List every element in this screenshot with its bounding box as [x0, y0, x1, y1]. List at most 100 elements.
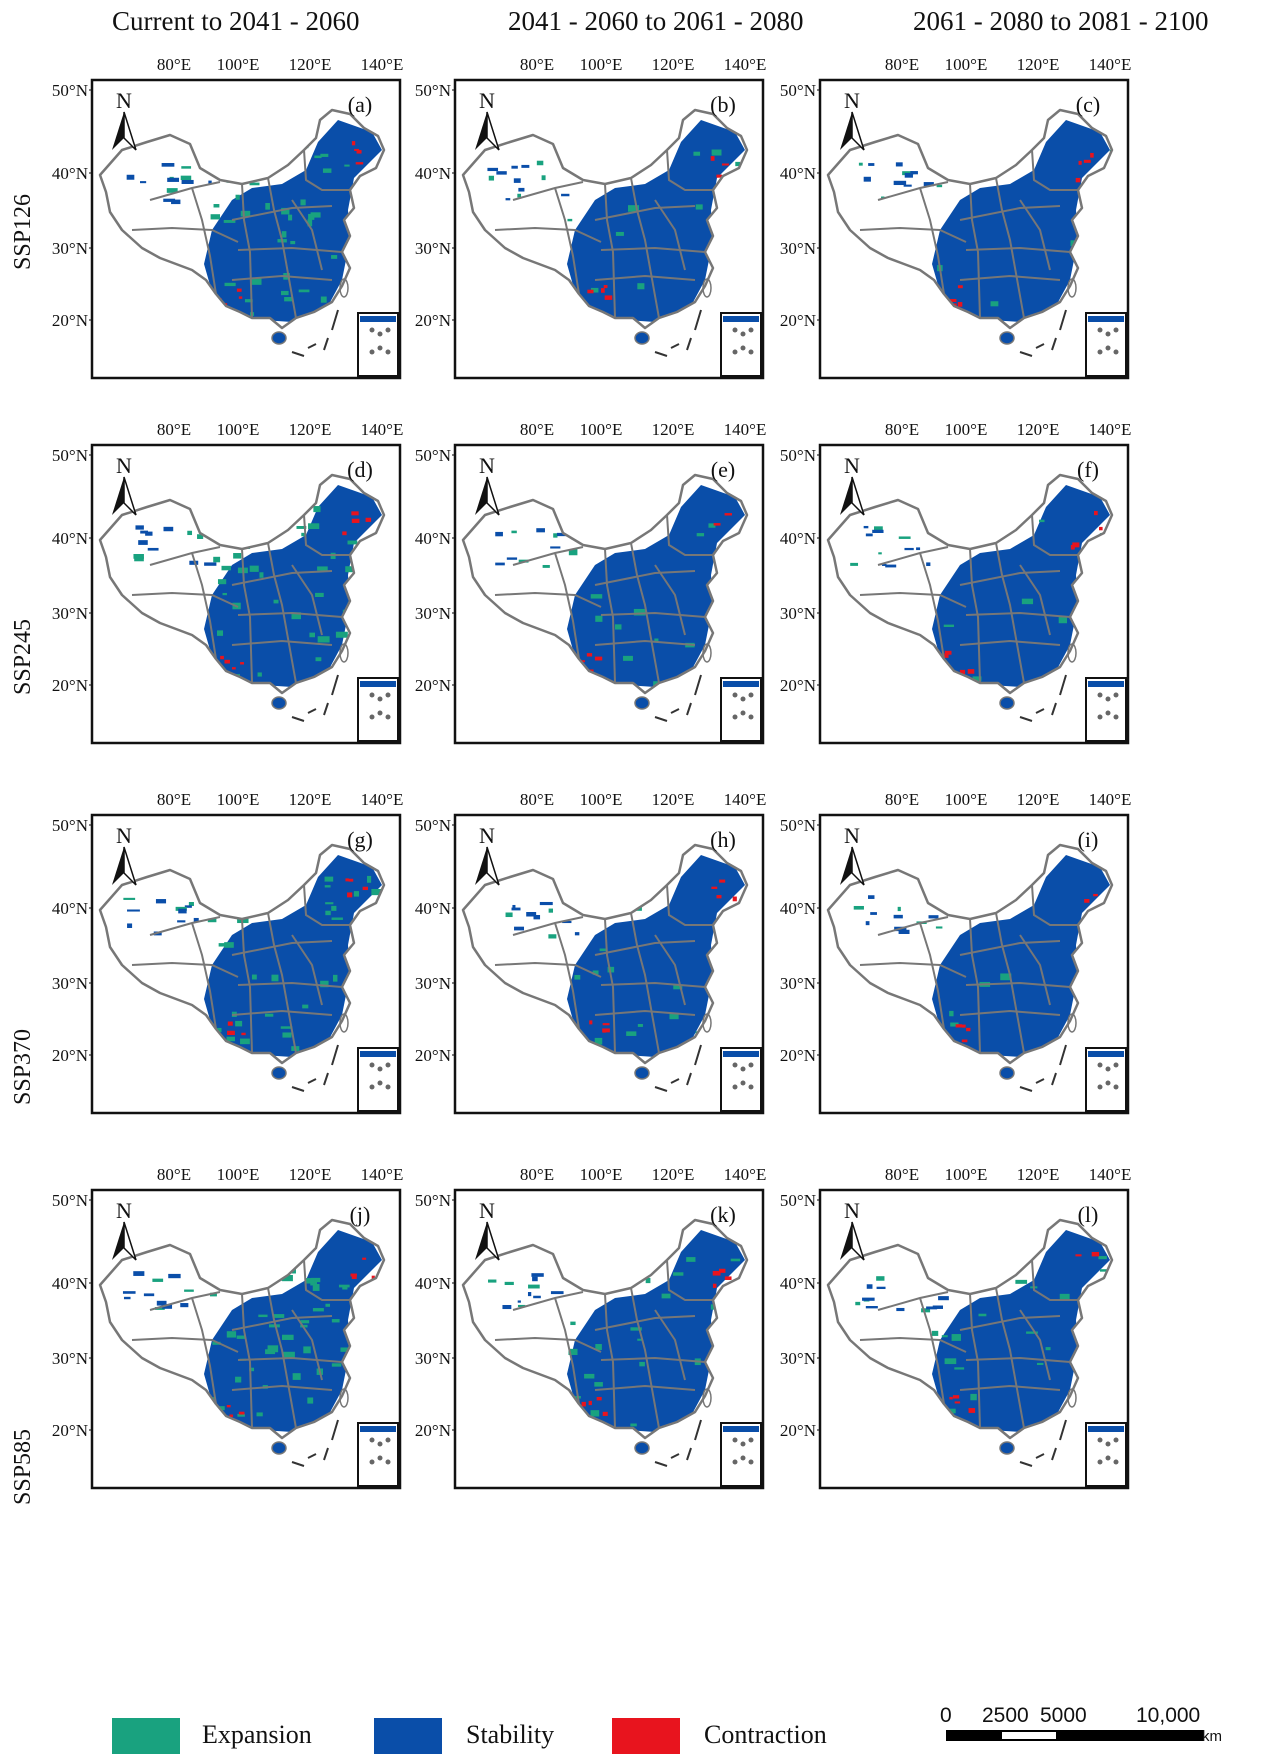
west-patch: [921, 1308, 931, 1313]
province-boundary: [554, 552, 580, 660]
lat-label: 50°N: [780, 446, 816, 465]
south-china-sea-inset: [357, 1047, 399, 1112]
lon-label: 140°E: [361, 1165, 404, 1184]
west-patch: [866, 1284, 873, 1289]
inset-island: [369, 327, 375, 333]
stability-area: [932, 120, 1110, 322]
province-boundary: [600, 981, 706, 988]
contraction-patch: [949, 1396, 953, 1400]
stability-area: [567, 120, 745, 322]
contraction-patch: [732, 896, 737, 902]
north-arrow-icon: [840, 847, 852, 885]
lat-label: 30°N: [52, 239, 88, 258]
province-boundary: [241, 1293, 253, 1429]
expansion-patch: [730, 1258, 741, 1262]
west-patch: [189, 560, 199, 565]
lon-label: 80°E: [157, 420, 191, 439]
inset-island: [385, 714, 391, 720]
south-sea-dashes: [1019, 1044, 1067, 1092]
province-boundary: [959, 940, 1061, 956]
map-panel-h: 80°E 100°E 120°E 140°E 50°N 40°N 30°N 20°N N (h): [395, 785, 773, 1123]
expansion-patch: [308, 523, 320, 530]
lon-label: 120°E: [652, 790, 695, 809]
west-patch: [868, 895, 875, 899]
inset-island: [377, 1066, 383, 1072]
province-boundary: [604, 183, 616, 319]
contraction-patch: [226, 1404, 231, 1408]
west-patch: [532, 1276, 538, 1282]
province-boundary: [919, 187, 945, 295]
contraction-patch: [957, 302, 963, 307]
south-sea-dashes: [1019, 309, 1067, 357]
west-patch: [868, 163, 875, 166]
west-patch: [161, 163, 175, 167]
legend-swatch-expansion: [112, 1718, 180, 1754]
stability-area: [932, 485, 1110, 687]
expansion-patch: [280, 1026, 293, 1029]
west-patch: [178, 908, 187, 914]
expansion-patch: [307, 1397, 314, 1404]
province-boundary: [241, 183, 253, 319]
expansion-patch: [298, 289, 310, 293]
lon-label: 100°E: [217, 55, 260, 74]
west-patch: [495, 562, 505, 566]
lat-label: 50°N: [415, 81, 451, 100]
inset-island: [1097, 1084, 1103, 1090]
province-boundary: [267, 177, 297, 319]
inset-island: [740, 696, 746, 702]
inset-island: [385, 1062, 391, 1068]
west-patch: [506, 557, 518, 560]
lat-label: 20°N: [415, 1421, 451, 1440]
hainan-island: [634, 1441, 650, 1455]
province-boundary: [604, 548, 616, 684]
hainan-island: [999, 696, 1015, 710]
lat-label: 20°N: [415, 676, 451, 695]
expansion-patch: [310, 212, 321, 218]
west-patch: [893, 180, 907, 186]
scale-tick-5000: 5000: [1040, 1704, 1087, 1727]
west-patch: [876, 1286, 886, 1290]
lon-label: 140°E: [1089, 1165, 1132, 1184]
expansion-patch: [315, 657, 322, 662]
province-boundary: [267, 542, 297, 684]
province-boundary: [600, 1356, 706, 1363]
inset-island: [369, 349, 375, 355]
expansion-patch: [325, 1303, 331, 1307]
lat-label: 50°N: [52, 1191, 88, 1210]
contraction-patch: [351, 141, 356, 146]
legend-label-stability: Stability: [466, 1720, 555, 1749]
contraction-patch: [220, 655, 224, 660]
west-patch: [897, 906, 901, 912]
expansion-patch: [693, 151, 701, 156]
inset-island: [377, 331, 383, 337]
expansion-patch: [324, 876, 334, 882]
expansion-patch: [331, 1319, 340, 1323]
inset-island: [732, 1459, 738, 1465]
lon-label: 80°E: [157, 790, 191, 809]
lon-label: 80°E: [885, 55, 919, 74]
inset-island: [732, 349, 738, 355]
lat-label: 50°N: [780, 81, 816, 100]
west-patch: [197, 534, 204, 539]
panel-letter: (g): [347, 827, 373, 852]
west-patch: [181, 179, 194, 184]
expansion-patch: [944, 1358, 957, 1365]
province-boundary: [494, 961, 602, 978]
lat-label: 50°N: [52, 816, 88, 835]
hainan-island: [271, 1441, 287, 1455]
west-patch: [184, 1289, 194, 1292]
expansion-patch: [673, 984, 683, 990]
contraction-patch: [351, 518, 360, 523]
province-boundary: [654, 1309, 686, 1381]
distribution-layer: [855, 1230, 1112, 1432]
expansion-patch: [590, 287, 599, 293]
contraction-patch: [952, 1395, 960, 1399]
expansion-patch: [249, 565, 259, 572]
contraction-patch: [602, 1023, 610, 1026]
inset-island: [740, 710, 746, 716]
lat-label: 30°N: [52, 1349, 88, 1368]
province-boundary: [630, 912, 660, 1054]
expansion-patch: [332, 974, 338, 982]
west-patch: [143, 1293, 155, 1297]
west-patch: [885, 564, 897, 568]
